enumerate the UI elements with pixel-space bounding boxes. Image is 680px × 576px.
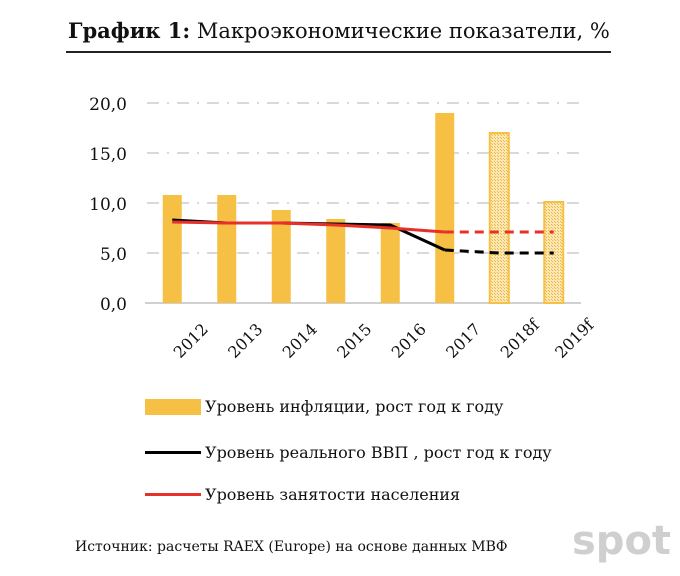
x-tick-label: 2019f — [551, 315, 598, 362]
legend-swatch-inflation — [145, 398, 201, 415]
title-underline — [66, 51, 611, 53]
legend-item-inflation: Уровень инфляции, рост год к году — [145, 397, 503, 416]
chart-plot: 0,0 5,0 10,0 15,0 20,0 2012 2013 2014 2015 2016 20… — [89, 95, 598, 362]
y-tick-label: 15,0 — [89, 145, 127, 165]
legend-item-gdp: Уровень реального ВВП , рост год к году — [145, 443, 552, 462]
line-employment — [172, 220, 445, 234]
x-tick-label: 2018f — [497, 315, 544, 362]
legend-swatch-employment — [145, 493, 201, 496]
legend-label-gdp: Уровень реального ВВП , рост год к году — [205, 443, 552, 462]
bar-2014 — [271, 210, 291, 303]
x-tick-label: 2017 — [442, 320, 484, 362]
bar-2016 — [380, 223, 400, 303]
line-gdp-forecast — [444, 248, 554, 255]
y-tick-label: 10,0 — [89, 195, 127, 215]
x-tick-label: 2012 — [170, 320, 212, 362]
legend-label-inflation: Уровень инфляции, рост год к году — [205, 397, 504, 416]
y-tick-label: 5,0 — [100, 245, 127, 265]
x-tick-label: 2016 — [388, 320, 430, 362]
x-tick-label: 2013 — [224, 320, 266, 362]
source-note: Источник: расчеты RAEX (Europe) на основ… — [75, 539, 508, 555]
chart-title-text: Макроэкономические показатели, % — [190, 19, 610, 43]
watermark-logo: spot — [572, 518, 672, 564]
legend-item-employment: Уровень занятости населения — [145, 485, 460, 504]
chart-title-number: График 1: — [68, 18, 191, 43]
bar-2015 — [326, 219, 346, 303]
y-tick-label: 0,0 — [100, 295, 127, 315]
bar-2012 — [162, 195, 182, 303]
x-tick-label: 2014 — [279, 320, 321, 362]
bar-2018f — [488, 132, 510, 304]
bar-2017 — [435, 113, 455, 303]
y-tick-label: 20,0 — [89, 95, 127, 115]
bar-2013 — [217, 195, 237, 303]
legend-swatch-gdp — [145, 451, 201, 454]
x-tick-label: 2015 — [333, 320, 375, 362]
chart-title: График 1: Макроэкономические показатели,… — [68, 18, 610, 43]
legend-label-employment: Уровень занятости населения — [205, 485, 461, 504]
